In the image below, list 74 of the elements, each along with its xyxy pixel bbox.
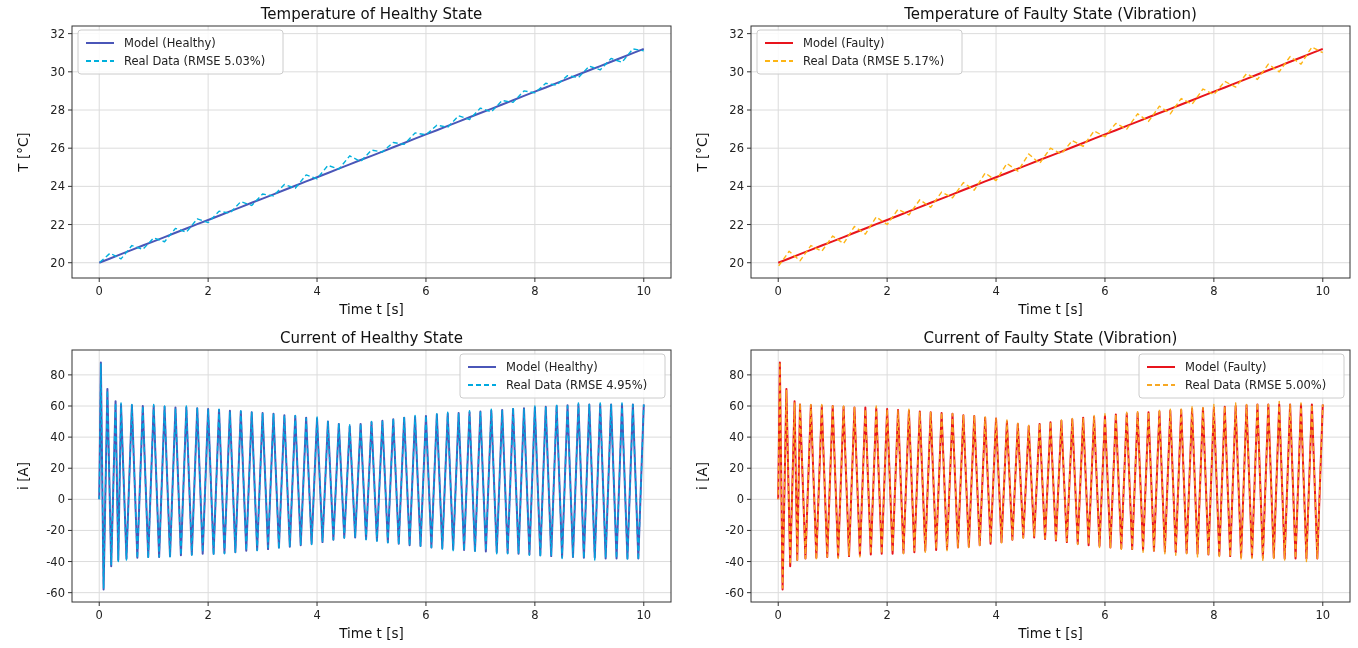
x-tick-label: 8 xyxy=(531,284,539,298)
x-axis-title: Time t [s] xyxy=(1017,301,1083,317)
x-axis-title: Time t [s] xyxy=(338,301,404,317)
chart-title: Temperature of Faulty State (Vibration) xyxy=(903,5,1197,23)
y-axis-title: T [°C] xyxy=(15,132,31,173)
y-tick-label: 22 xyxy=(729,217,744,232)
y-tick-label: 80 xyxy=(729,367,744,382)
x-axis-title: Time t [s] xyxy=(338,625,404,641)
y-axis-title: i [A] xyxy=(694,462,710,490)
y-tick-label: 20 xyxy=(50,461,65,476)
x-tick-label: 8 xyxy=(531,608,539,622)
y-tick-label: 80 xyxy=(50,367,65,382)
x-tick-label: 0 xyxy=(95,608,103,622)
chart-title: Current of Healthy State xyxy=(280,329,463,347)
legend-label: Real Data (RMSE 4.95%) xyxy=(506,378,648,393)
x-tick-label: 8 xyxy=(1210,608,1218,622)
x-tick-label: 4 xyxy=(992,284,1000,298)
legend-label: Real Data (RMSE 5.17%) xyxy=(803,54,945,69)
y-tick-label: 20 xyxy=(729,461,744,476)
chart-title: Current of Faulty State (Vibration) xyxy=(923,329,1178,347)
y-tick-label: 24 xyxy=(729,179,744,194)
x-tick-label: 2 xyxy=(883,608,891,622)
x-tick-label: 8 xyxy=(1210,284,1218,298)
legend-label: Model (Faulty) xyxy=(1185,360,1267,375)
y-tick-label: 60 xyxy=(50,399,65,414)
legend-label: Model (Faulty) xyxy=(803,36,885,51)
y-tick-label: 20 xyxy=(50,255,65,270)
y-tick-label: 22 xyxy=(50,217,65,232)
y-tick-label: 30 xyxy=(50,64,65,79)
x-tick-label: 0 xyxy=(774,284,782,298)
y-tick-label: 60 xyxy=(729,399,744,414)
y-axis-title: i [A] xyxy=(15,462,31,490)
x-axis-title: Time t [s] xyxy=(1017,625,1083,641)
y-tick-label: 40 xyxy=(50,430,65,445)
chart-title: Temperature of Healthy State xyxy=(259,5,483,23)
y-tick-label: 26 xyxy=(50,141,65,156)
x-tick-label: 2 xyxy=(883,284,891,298)
y-tick-label: -60 xyxy=(46,585,65,600)
x-tick-label: 6 xyxy=(1101,608,1109,622)
y-tick-label: 26 xyxy=(729,141,744,156)
legend-label: Model (Healthy) xyxy=(124,36,216,51)
x-tick-label: 4 xyxy=(313,608,321,622)
y-tick-label: -20 xyxy=(725,523,744,538)
y-tick-label: 32 xyxy=(50,26,65,41)
x-tick-label: 2 xyxy=(204,608,212,622)
y-tick-label: -20 xyxy=(46,523,65,538)
y-tick-label: 32 xyxy=(729,26,744,41)
y-axis-title: T [°C] xyxy=(694,132,710,173)
x-tick-label: 4 xyxy=(313,284,321,298)
x-tick-label: 10 xyxy=(636,608,652,622)
y-tick-label: -40 xyxy=(725,554,744,569)
y-tick-label: 0 xyxy=(57,492,65,507)
x-tick-label: 10 xyxy=(1315,284,1331,298)
y-tick-label: 28 xyxy=(729,103,744,118)
legend-label: Real Data (RMSE 5.03%) xyxy=(124,54,266,69)
y-tick-label: 30 xyxy=(729,64,744,79)
y-tick-label: -40 xyxy=(46,554,65,569)
y-tick-label: 40 xyxy=(729,430,744,445)
y-tick-label: 28 xyxy=(50,103,65,118)
y-tick-label: 20 xyxy=(729,255,744,270)
x-tick-label: 0 xyxy=(774,608,782,622)
x-tick-label: 2 xyxy=(204,284,212,298)
x-tick-label: 4 xyxy=(992,608,1000,622)
x-tick-label: 10 xyxy=(636,284,652,298)
legend-label: Real Data (RMSE 5.00%) xyxy=(1185,378,1327,393)
x-tick-label: 6 xyxy=(1101,284,1109,298)
x-tick-label: 10 xyxy=(1315,608,1331,622)
legend-label: Model (Healthy) xyxy=(506,360,598,375)
y-tick-label: 24 xyxy=(50,179,65,194)
x-tick-label: 6 xyxy=(422,608,430,622)
x-tick-label: 0 xyxy=(95,284,103,298)
x-tick-label: 6 xyxy=(422,284,430,298)
y-tick-label: -60 xyxy=(725,585,744,600)
y-tick-label: 0 xyxy=(736,492,744,507)
